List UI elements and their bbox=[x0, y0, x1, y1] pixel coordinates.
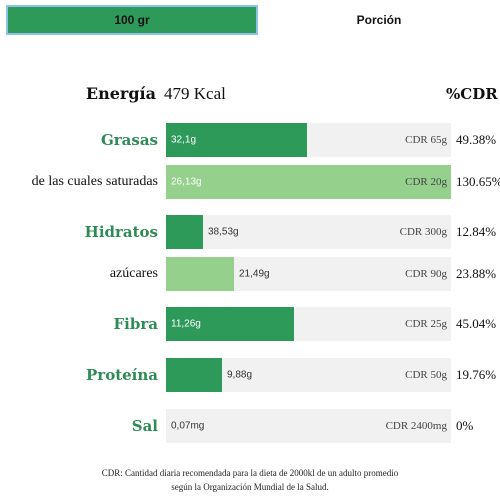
tab-porcion[interactable]: Porción bbox=[356, 13, 402, 27]
nutrient-bar-track: 21,49g CDR 90g bbox=[166, 257, 451, 291]
tab-100gr[interactable]: 100 gr bbox=[6, 5, 258, 35]
footnote-line-2: según la Organización Mundial de la Salu… bbox=[171, 482, 329, 492]
nutrient-bar-track: 9,88g CDR 50g bbox=[166, 358, 451, 392]
nutrient-row-sal: Sal 0,07mg CDR 2400mg 0% bbox=[0, 409, 500, 443]
nutrient-cdr-percent: 49.38% bbox=[456, 132, 497, 147]
energy-value: 479 Kcal bbox=[164, 84, 226, 103]
nutrient-amount: 0,07mg bbox=[171, 420, 205, 432]
nutrient-row-azucares: azúcares 21,49g CDR 90g 23.88% bbox=[0, 257, 500, 291]
nutrient-amount: 32,1g bbox=[171, 134, 197, 146]
footnote: CDR: Cantidad diaria recomendada para la… bbox=[0, 466, 500, 494]
nutrient-amount: 26,13g bbox=[171, 176, 202, 188]
nutrient-row-proteina: Proteína 9,88g CDR 50g 19.76% bbox=[0, 358, 500, 392]
nutrient-cdr-reference: CDR 90g bbox=[405, 268, 447, 280]
nutrient-cdr-reference: CDR 25g bbox=[405, 318, 447, 330]
nutrient-cdr-reference: CDR 65g bbox=[405, 134, 447, 146]
nutrient-cdr-reference: CDR 2400mg bbox=[385, 420, 447, 432]
nutrient-cdr-percent: 19.76% bbox=[456, 367, 497, 382]
cdr-column-header: %CDR bbox=[446, 85, 498, 103]
nutrient-bar-track: 0,07mg CDR 2400mg bbox=[166, 409, 451, 443]
nutrient-amount: 9,88g bbox=[227, 369, 253, 381]
nutrient-cdr-percent: 130.65% bbox=[456, 174, 500, 189]
energy-label: Energía bbox=[85, 84, 156, 103]
nutrient-cdr-percent: 45.04% bbox=[456, 316, 497, 331]
nutrient-cdr-percent: 0% bbox=[456, 418, 474, 433]
nutrient-amount: 11,26g bbox=[171, 318, 201, 330]
nutrient-label: Sal bbox=[131, 417, 158, 435]
nutrient-cdr-reference: CDR 300g bbox=[399, 226, 447, 238]
nutrient-row-grasas: Grasas 32,1g CDR 65g 49.38% bbox=[0, 123, 500, 157]
nutrient-bar-track: 32,1g CDR 65g bbox=[166, 123, 451, 157]
footnote-line-1: CDR: Cantidad diaria recomendada para la… bbox=[101, 468, 399, 478]
nutrient-label: Hidratos bbox=[84, 223, 158, 241]
nutrient-label: Proteína bbox=[86, 366, 158, 384]
nutrient-cdr-reference: CDR 50g bbox=[405, 369, 447, 381]
nutrient-bar-fill bbox=[166, 215, 203, 249]
nutrient-cdr-percent: 12.84% bbox=[456, 224, 497, 239]
nutrient-bar-fill bbox=[166, 358, 222, 392]
nutrient-bar-fill bbox=[166, 307, 294, 341]
nutrient-bar-fill bbox=[166, 165, 451, 199]
nutrient-cdr-reference: CDR 20g bbox=[405, 176, 447, 188]
nutrient-row-fibra: Fibra 11,26g CDR 25g 45.04% bbox=[0, 307, 500, 341]
nutrient-label: de las cuales saturadas bbox=[31, 174, 158, 189]
nutrient-bar-track: 38,53g CDR 300g bbox=[166, 215, 451, 249]
nutrient-cdr-percent: 23.88% bbox=[456, 266, 497, 281]
nutrient-label: Grasas bbox=[100, 131, 158, 149]
nutrient-bar-fill bbox=[166, 257, 234, 291]
nutrient-amount: 38,53g bbox=[208, 226, 239, 238]
portion-tabs: 100 gr Porción bbox=[6, 5, 494, 37]
energy-header: Energía 479 Kcal %CDR bbox=[0, 82, 500, 108]
nutrient-bar-track: 26,13g CDR 20g bbox=[166, 165, 451, 199]
nutrient-row-saturadas: de las cuales saturadas 26,13g CDR 20g 130.… bbox=[0, 165, 500, 199]
nutrient-row-hidratos: Hidratos 38,53g CDR 300g 12.84% bbox=[0, 215, 500, 249]
nutrient-bar-fill bbox=[166, 123, 307, 157]
nutrient-amount: 21,49g bbox=[239, 268, 270, 280]
nutrient-label: azúcares bbox=[109, 266, 158, 281]
nutrient-label: Fibra bbox=[113, 315, 158, 333]
nutrient-bar-track: 11,26g CDR 25g bbox=[166, 307, 451, 341]
